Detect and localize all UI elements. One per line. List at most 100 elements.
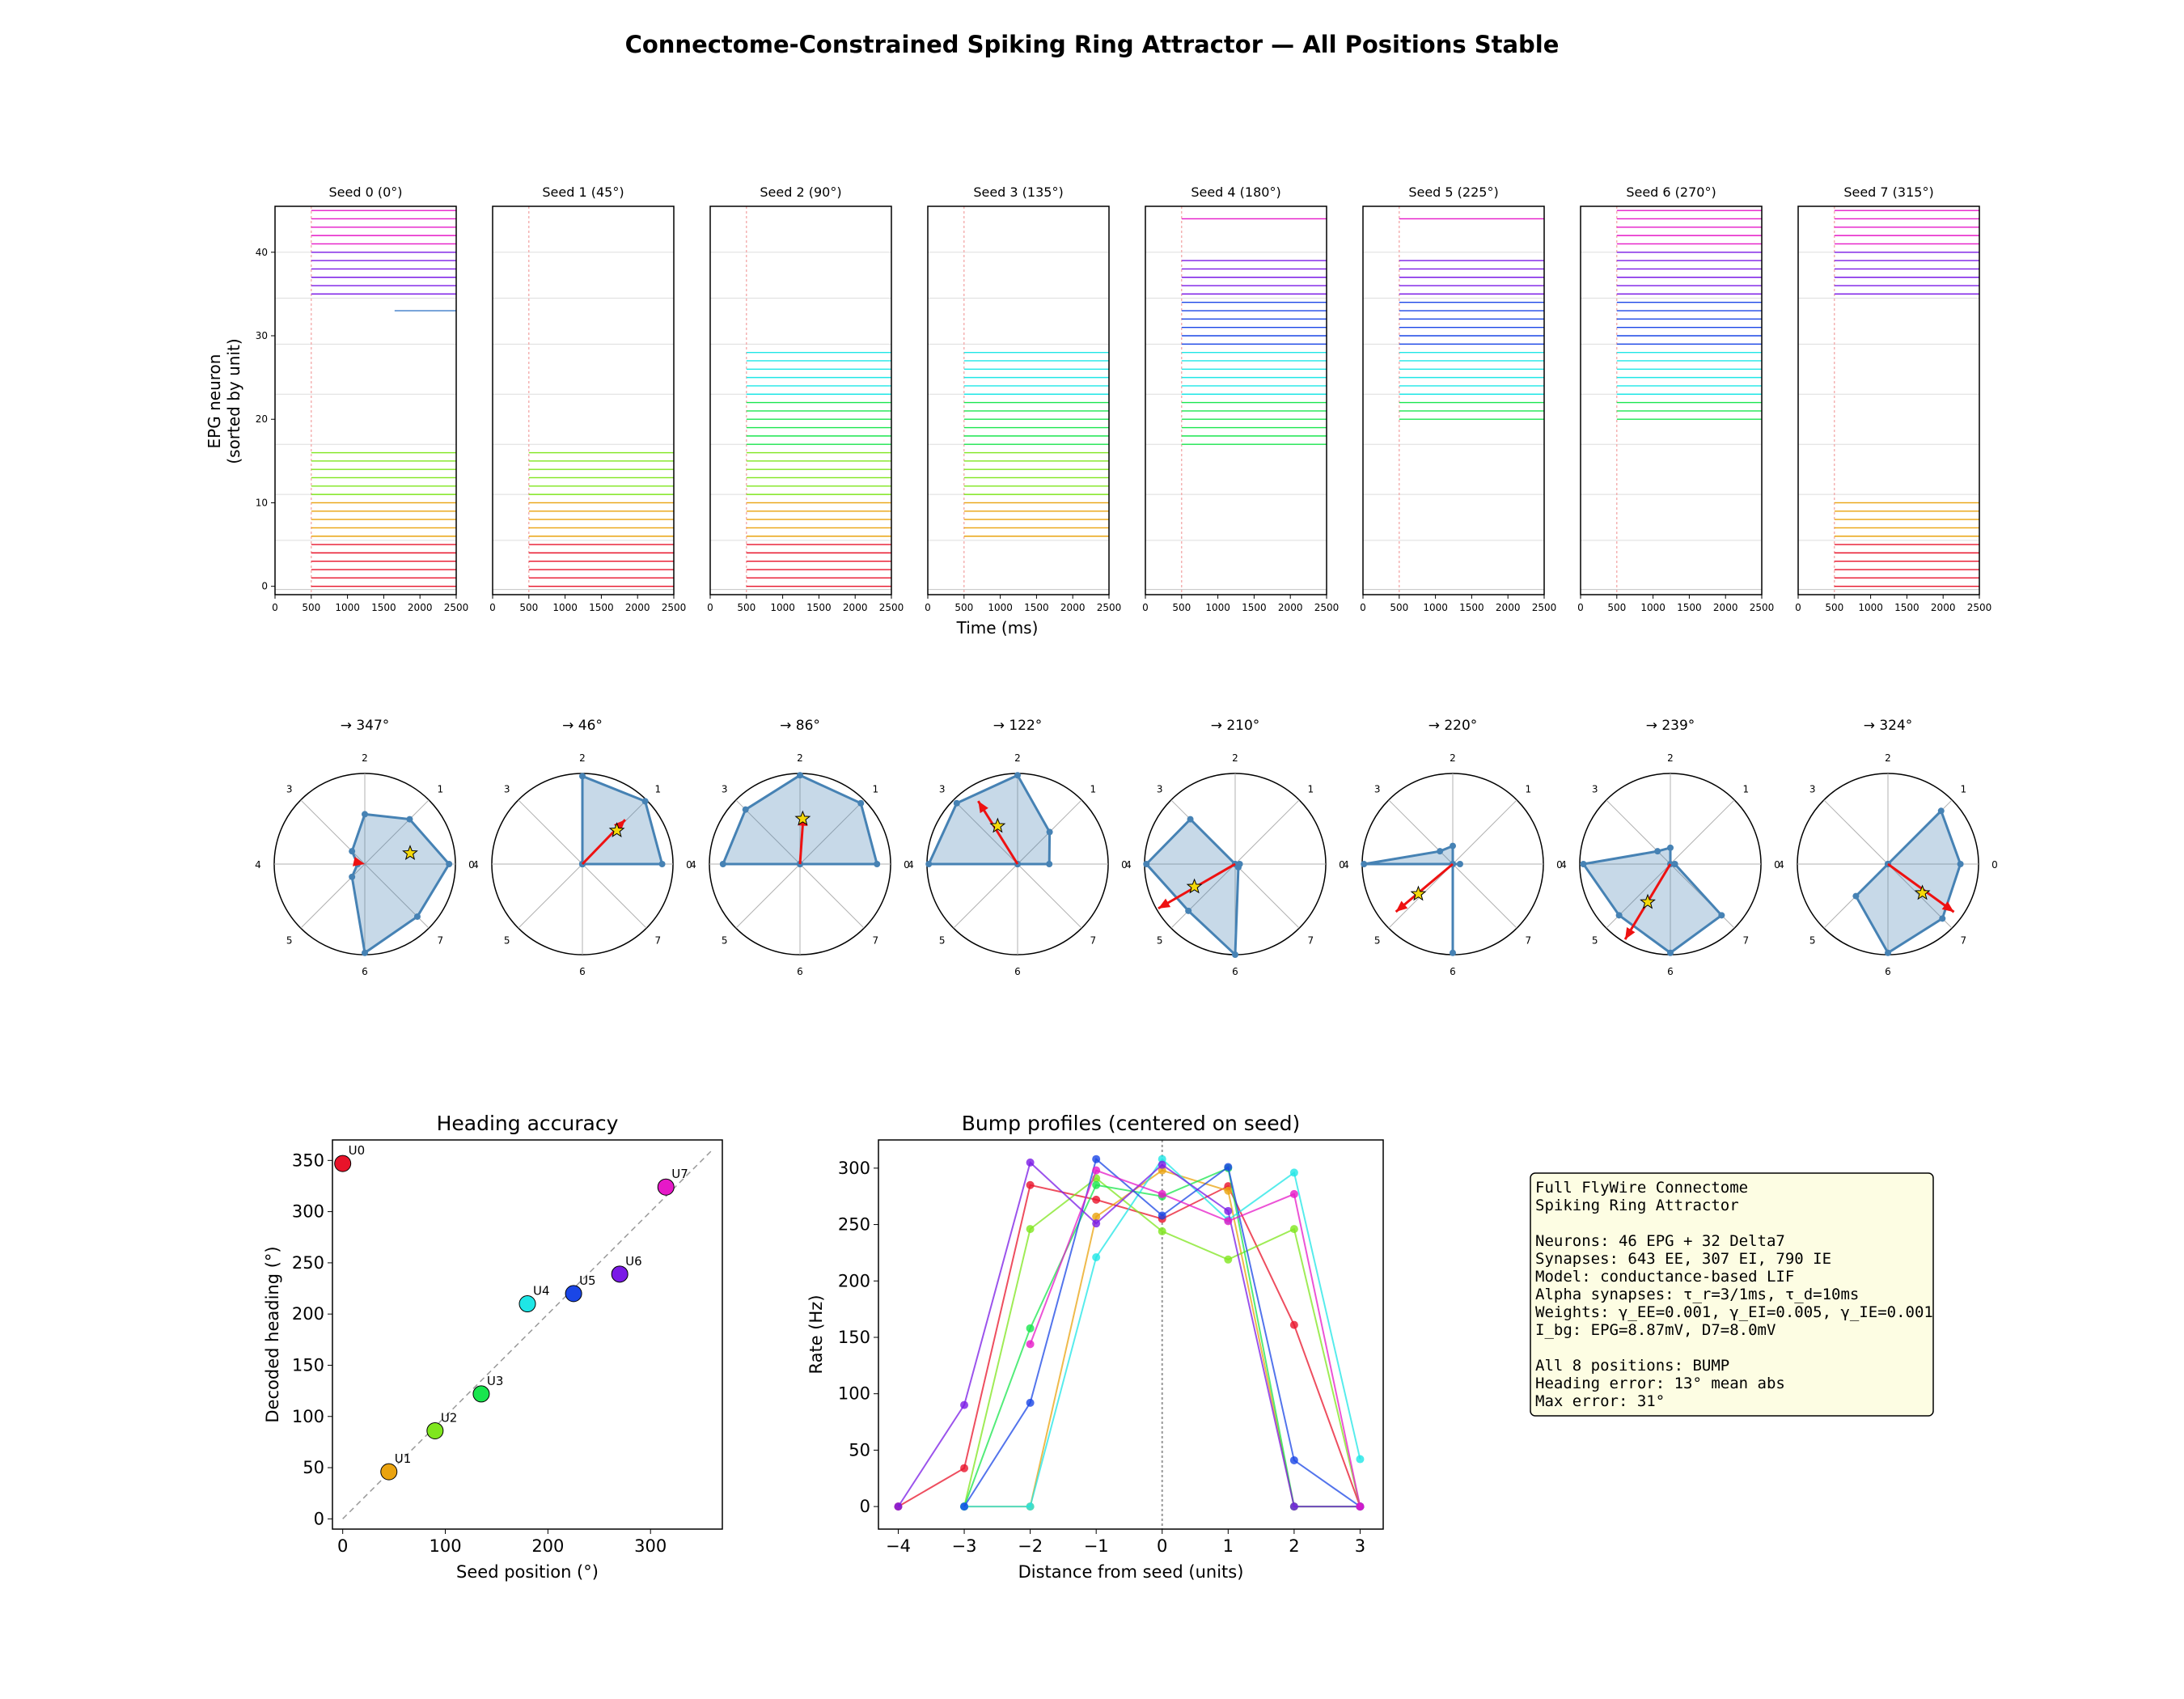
- x-tick-label: 0: [337, 1536, 348, 1556]
- polar-spoke: [953, 863, 1018, 929]
- x-tick-label: 1: [1223, 1536, 1234, 1556]
- polar-unit-label: 3: [1157, 784, 1163, 795]
- bump-series-point: [960, 1464, 969, 1472]
- polar-unit-label: 3: [286, 784, 293, 795]
- polar-section: 0 1 2 3 4 5 6 7 → 347° 0 1 2 3 4 5 6 7 → 46° 0 1 2 3 4 5 6 7 → 86°…: [255, 718, 1998, 977]
- x-tick-label: 2000: [625, 602, 650, 613]
- polar-rate-point: [742, 806, 749, 813]
- raster-panel-title: Seed 1 (45°): [542, 184, 624, 200]
- polar-unit-label: 3: [1592, 784, 1598, 795]
- bump-series-point: [1092, 1166, 1101, 1175]
- x-tick-label: 1500: [1677, 602, 1702, 613]
- x-tick-label: 1500: [371, 602, 396, 613]
- polar-unit-label: 1: [1308, 784, 1314, 795]
- raster-axes-frame: [1362, 205, 1545, 595]
- polar-unit-label: 5: [1374, 934, 1381, 946]
- polar-rate-point: [797, 772, 803, 779]
- x-tick-label: 500: [1607, 602, 1626, 613]
- polar-rate-point: [1234, 863, 1242, 871]
- x-tick-label: 2500: [444, 602, 469, 613]
- raster-axes-frame: [492, 205, 675, 595]
- polar-unit-label: 4: [472, 859, 479, 871]
- y-tick-label: 250: [292, 1253, 324, 1273]
- polar-rate-point: [413, 913, 421, 920]
- accuracy-point: [426, 1421, 444, 1439]
- x-tick-label: 3: [1355, 1536, 1365, 1556]
- polar-spoke: [1823, 799, 1889, 865]
- x-tick-label: −4: [886, 1536, 911, 1556]
- raster-panel-title: Seed 0 (0°): [328, 184, 402, 200]
- x-tick-label: 2000: [408, 602, 433, 613]
- bump-series-line: [1029, 1169, 1361, 1507]
- accuracy-point-label: U4: [533, 1284, 550, 1299]
- polar-rate-point: [1852, 892, 1860, 900]
- x-tick-label: 1000: [552, 602, 578, 613]
- polar-rate-point: [1232, 951, 1238, 958]
- polar-unit-label: 6: [1232, 966, 1238, 977]
- polar-unit-label: 2: [1667, 752, 1674, 764]
- bump-series-point: [1026, 1340, 1035, 1349]
- polar-panel-title: → 220°: [1428, 718, 1478, 734]
- polar-panel: 0 1 2 3 4 5 6 7 → 347°: [255, 718, 475, 977]
- x-tick-label: 0: [1360, 602, 1366, 613]
- x-tick-label: 500: [954, 602, 973, 613]
- y-tick-label: 350: [292, 1150, 324, 1170]
- polar-panel-title: → 46°: [562, 718, 603, 734]
- polar-rate-point: [446, 861, 453, 867]
- bump-series-point: [1026, 1502, 1035, 1511]
- bump-series-point: [1289, 1168, 1298, 1177]
- y-tick-label: 50: [849, 1440, 870, 1460]
- raster-axes-bg: [275, 206, 456, 595]
- polar-rate-point: [953, 799, 960, 807]
- polar-rate-point: [1667, 844, 1674, 851]
- polar-unit-label: 6: [1014, 966, 1021, 977]
- y-tick-label: 50: [303, 1458, 324, 1477]
- polar-rate-point: [349, 873, 356, 880]
- polar-unit-label: 4: [1125, 859, 1132, 871]
- accuracy-title: Heading accuracy: [437, 1112, 619, 1135]
- polar-target-star: [989, 817, 1006, 833]
- x-tick-label: 2500: [879, 602, 904, 613]
- polar-rate-point: [1937, 807, 1945, 815]
- figure-title: Connectome-Constrained Spiking Ring Attr…: [625, 31, 1560, 58]
- polar-unit-label: 3: [1809, 784, 1816, 795]
- polar-rate-point: [1456, 861, 1463, 867]
- x-tick-label: 1000: [335, 602, 360, 613]
- polar-unit-label: 0: [1121, 859, 1128, 871]
- x-tick-label: −2: [1018, 1536, 1043, 1556]
- polar-rate-point: [579, 773, 586, 780]
- x-tick-label: 2000: [1931, 602, 1956, 613]
- polar-rate-point: [1187, 816, 1194, 823]
- bump-series-point: [894, 1502, 903, 1511]
- x-tick-label: −3: [952, 1536, 977, 1556]
- polar-rate-point: [1450, 949, 1456, 956]
- polar-unit-label: 5: [939, 934, 946, 946]
- accuracy-point: [380, 1463, 398, 1481]
- bump-axes-bg: [878, 1140, 1383, 1529]
- x-tick-label: −1: [1084, 1536, 1109, 1556]
- y-tick-label: 150: [838, 1328, 870, 1347]
- polar-unit-label: 6: [362, 966, 368, 977]
- polar-panel-title: → 239°: [1646, 718, 1695, 734]
- bump-series-point: [1224, 1163, 1233, 1172]
- polar-unit-label: 5: [1809, 934, 1816, 946]
- polar-spoke: [953, 799, 1018, 865]
- y-tick-label: 0: [314, 1509, 324, 1528]
- raster-panel-title: Seed 6 (270°): [1626, 184, 1716, 200]
- y-tick-label: 200: [292, 1304, 324, 1324]
- bump-series-line: [897, 1161, 1361, 1508]
- polar-unit-label: 0: [1774, 859, 1780, 871]
- raster-ylabel-line: (sorted by unit): [224, 338, 243, 464]
- raster-axes-frame: [927, 205, 1110, 595]
- raster-panel-title: Seed 5 (225°): [1408, 184, 1498, 200]
- polar-unit-label: 7: [655, 934, 662, 946]
- polar-unit-label: 2: [579, 752, 586, 764]
- y-tick-label: 300: [292, 1202, 324, 1222]
- polar-unit-label: 4: [908, 859, 914, 871]
- polar-unit-label: 7: [1090, 934, 1097, 946]
- raster-panel: Seed 7 (315°) 0 500 1000 1500 2000 2500: [1795, 184, 1991, 613]
- polar-unit-label: 2: [1885, 752, 1891, 764]
- polar-unit-label: 0: [686, 859, 692, 871]
- x-tick-label: 2500: [662, 602, 687, 613]
- polar-rate-point: [1654, 848, 1661, 855]
